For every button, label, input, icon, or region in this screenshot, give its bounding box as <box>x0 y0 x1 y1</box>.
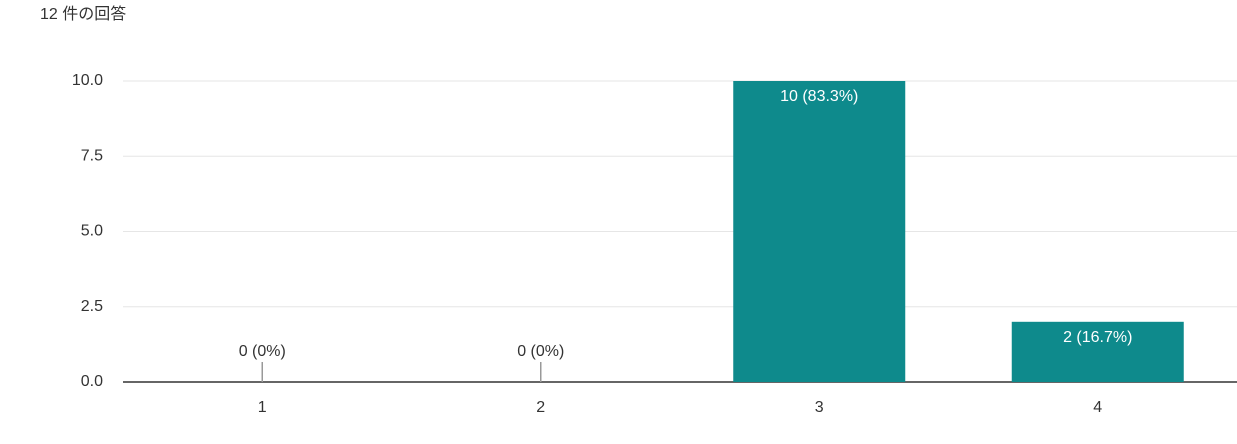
x-tick-label: 2 <box>536 399 545 416</box>
value-label: 0 (0%) <box>239 343 286 360</box>
bar <box>1011 321 1184 382</box>
y-tick-label: 0.0 <box>81 373 103 390</box>
y-tick-label: 5.0 <box>81 223 103 240</box>
x-tick-label: 1 <box>258 399 267 416</box>
value-label: 10 (83.3%) <box>780 88 858 105</box>
bar <box>733 81 906 382</box>
value-label: 2 (16.7%) <box>1063 329 1132 346</box>
y-tick-label: 2.5 <box>81 298 103 315</box>
x-tick-label: 4 <box>1093 399 1102 416</box>
chart-title: 12 件の回答 <box>40 5 126 23</box>
value-label: 0 (0%) <box>517 343 564 360</box>
y-tick-label: 10.0 <box>72 72 103 89</box>
x-tick-label: 3 <box>815 399 824 416</box>
y-tick-label: 7.5 <box>81 147 103 164</box>
